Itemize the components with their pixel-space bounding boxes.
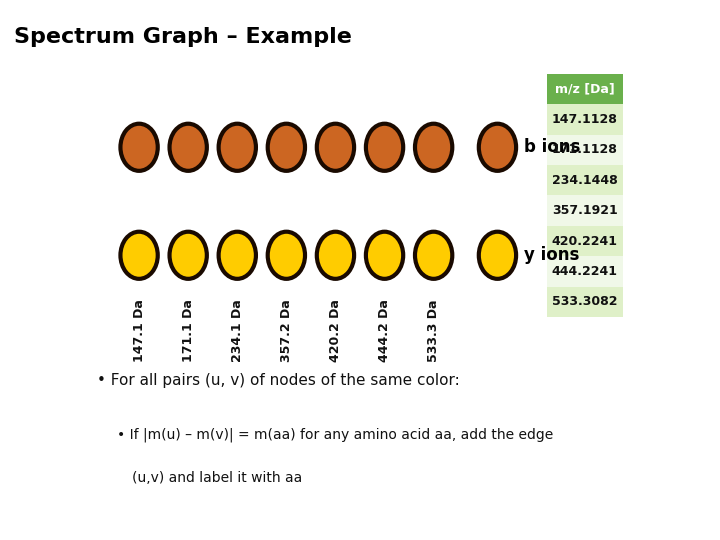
- Text: 533.3082: 533.3082: [552, 295, 617, 308]
- Text: 234.1 Da: 234.1 Da: [231, 300, 244, 362]
- Text: (u,v) and label it with aa: (u,v) and label it with aa: [132, 471, 302, 485]
- Text: y ions: y ions: [524, 246, 580, 264]
- Text: 444.2 Da: 444.2 Da: [378, 300, 391, 362]
- Ellipse shape: [415, 232, 452, 279]
- Ellipse shape: [169, 232, 207, 279]
- Text: • If |m(u) – m(v)| = m(aa) for any amino acid aa, add the edge: • If |m(u) – m(v)| = m(aa) for any amino…: [117, 427, 553, 442]
- Text: 357.1921: 357.1921: [552, 204, 618, 217]
- Ellipse shape: [219, 232, 256, 279]
- Text: 171.1128: 171.1128: [552, 143, 618, 156]
- Text: m/z [Da]: m/z [Da]: [554, 83, 614, 96]
- Text: 357.2 Da: 357.2 Da: [280, 300, 293, 362]
- Text: • For all pairs (u, v) of nodes of the same color:: • For all pairs (u, v) of nodes of the s…: [97, 373, 460, 388]
- FancyBboxPatch shape: [546, 165, 623, 195]
- Text: 420.2241: 420.2241: [552, 234, 618, 247]
- Text: 420.2 Da: 420.2 Da: [329, 300, 342, 362]
- FancyBboxPatch shape: [546, 134, 623, 165]
- Ellipse shape: [268, 232, 305, 279]
- Text: 171.1 Da: 171.1 Da: [181, 300, 194, 362]
- FancyBboxPatch shape: [546, 287, 623, 317]
- Ellipse shape: [366, 232, 403, 279]
- Text: Spectrum Graph – Example: Spectrum Graph – Example: [14, 27, 352, 47]
- FancyBboxPatch shape: [546, 73, 623, 104]
- Ellipse shape: [169, 124, 207, 171]
- Ellipse shape: [120, 232, 158, 279]
- Ellipse shape: [415, 124, 452, 171]
- Ellipse shape: [366, 124, 403, 171]
- FancyBboxPatch shape: [546, 226, 623, 256]
- Ellipse shape: [317, 124, 354, 171]
- Text: 147.1 Da: 147.1 Da: [132, 300, 145, 362]
- Ellipse shape: [268, 124, 305, 171]
- FancyBboxPatch shape: [546, 195, 623, 226]
- Text: 147.1128: 147.1128: [552, 113, 618, 126]
- Ellipse shape: [219, 124, 256, 171]
- Text: b ions: b ions: [524, 138, 581, 156]
- Ellipse shape: [479, 124, 516, 171]
- Text: 444.2241: 444.2241: [552, 265, 618, 278]
- Text: 234.1448: 234.1448: [552, 174, 618, 187]
- Ellipse shape: [479, 232, 516, 279]
- Text: 533.3 Da: 533.3 Da: [427, 300, 440, 362]
- FancyBboxPatch shape: [546, 104, 623, 134]
- Ellipse shape: [120, 124, 158, 171]
- Ellipse shape: [317, 232, 354, 279]
- FancyBboxPatch shape: [546, 256, 623, 287]
